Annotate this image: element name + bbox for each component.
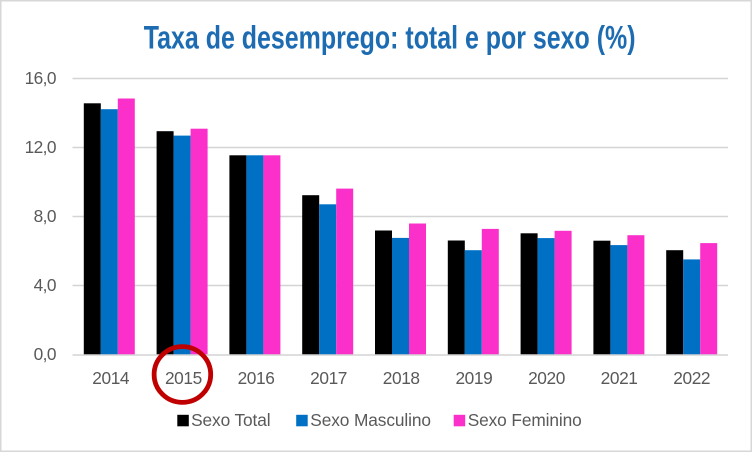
svg-text:2015: 2015 [165, 368, 202, 388]
svg-text:2018: 2018 [383, 368, 420, 388]
svg-text:0,0: 0,0 [34, 344, 56, 364]
svg-text:2022: 2022 [673, 368, 710, 388]
svg-text:2019: 2019 [455, 368, 492, 388]
svg-text:12,0: 12,0 [25, 137, 56, 157]
svg-text:2020: 2020 [528, 368, 565, 388]
svg-text:Sexo Masculino: Sexo Masculino [310, 410, 431, 430]
svg-text:2014: 2014 [92, 368, 130, 388]
svg-text:16,0: 16,0 [25, 68, 56, 88]
svg-text:2021: 2021 [601, 368, 638, 388]
svg-text:4,0: 4,0 [34, 275, 56, 295]
svg-text:Sexo Total: Sexo Total [191, 410, 270, 430]
svg-text:2016: 2016 [238, 368, 275, 388]
svg-text:Sexo Feminino: Sexo Feminino [468, 410, 582, 430]
svg-text:8,0: 8,0 [34, 206, 56, 226]
svg-text:Taxa de desemprego: total e po: Taxa de desemprego: total e por sexo (%) [144, 19, 636, 55]
svg-text:2017: 2017 [310, 368, 347, 388]
